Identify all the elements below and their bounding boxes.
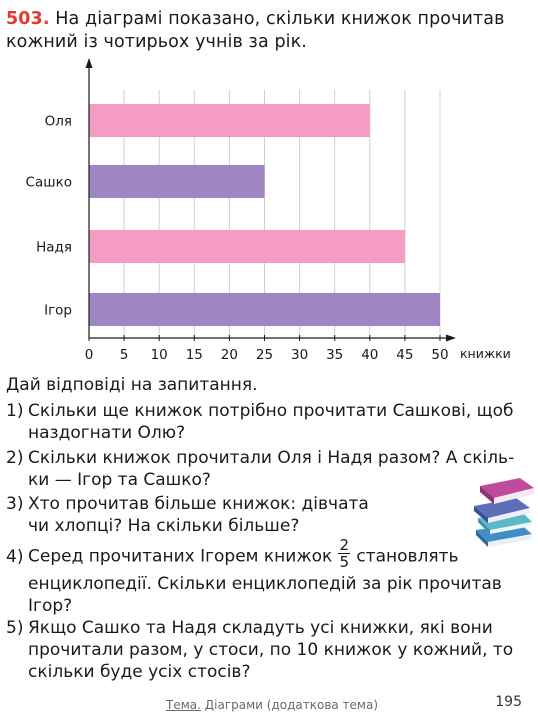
x-tick-label-50: 50 — [431, 347, 448, 363]
task-header: 503. На діаграмі показано, скільки книжо… — [6, 8, 526, 54]
y-axis-arrow — [85, 58, 93, 68]
question-3: 3) Хто прочитав більше книжок: дівчата чи… — [6, 494, 369, 536]
category-label-2: Сашко — [26, 175, 72, 191]
x-tick-labels: 0 5 10 15 20 25 30 35 40 45 50 — [85, 347, 449, 363]
bar-3 — [89, 230, 405, 263]
x-tick-label-30: 30 — [291, 347, 308, 363]
bar-1 — [89, 104, 370, 137]
category-label-4: Ігор — [44, 303, 72, 319]
task-intro: На діаграмі показано, скільки книжок про… — [6, 9, 505, 52]
x-tick-label-40: 40 — [361, 347, 378, 363]
chart-bars — [89, 104, 440, 326]
bar-2 — [89, 165, 265, 198]
x-tick-label-10: 10 — [151, 347, 168, 363]
category-label-1: Оля — [45, 114, 72, 130]
question-5: 5) Якщо Сашко та Надя складуть усі книжки… — [6, 618, 514, 682]
x-tick-marks — [88, 335, 441, 341]
question-1: 1) Скільки ще книжок потрібно прочитати С… — [6, 401, 514, 443]
bar-chart: Оля Сашко Надя Ігор 0 5 10 15 20 25 30 35 40 45 50 кн… — [26, 58, 511, 363]
x-tick-label-45: 45 — [396, 347, 413, 363]
x-tick-label-35: 35 — [326, 347, 343, 363]
x-tick-label-20: 20 — [221, 347, 238, 363]
books-stack-icon — [474, 478, 534, 547]
page-number: 195 — [495, 694, 522, 710]
footer-topic: Тема. Діаграми (додаткова тема) — [166, 698, 379, 712]
x-tick-label-25: 25 — [256, 347, 273, 363]
question-2: 2) Скільки книжок прочитали Оля і Надя ра… — [6, 448, 515, 490]
task-subheading: Дай відповіді на запитання. — [6, 375, 258, 395]
bar-4 — [89, 293, 440, 326]
x-axis-arrow — [446, 334, 456, 342]
x-axis-label: книжки — [460, 346, 511, 361]
x-tick-label-5: 5 — [120, 347, 129, 363]
category-labels: Оля Сашко Надя Ігор — [26, 114, 72, 319]
question-4: 4) Серед прочитаних Ігорем книжок 2 5 станов… — [6, 536, 502, 616]
task-number: 503. — [6, 9, 50, 29]
category-label-3: Надя — [36, 240, 72, 256]
x-tick-label-15: 15 — [186, 347, 203, 363]
x-tick-label-0: 0 — [85, 347, 94, 363]
